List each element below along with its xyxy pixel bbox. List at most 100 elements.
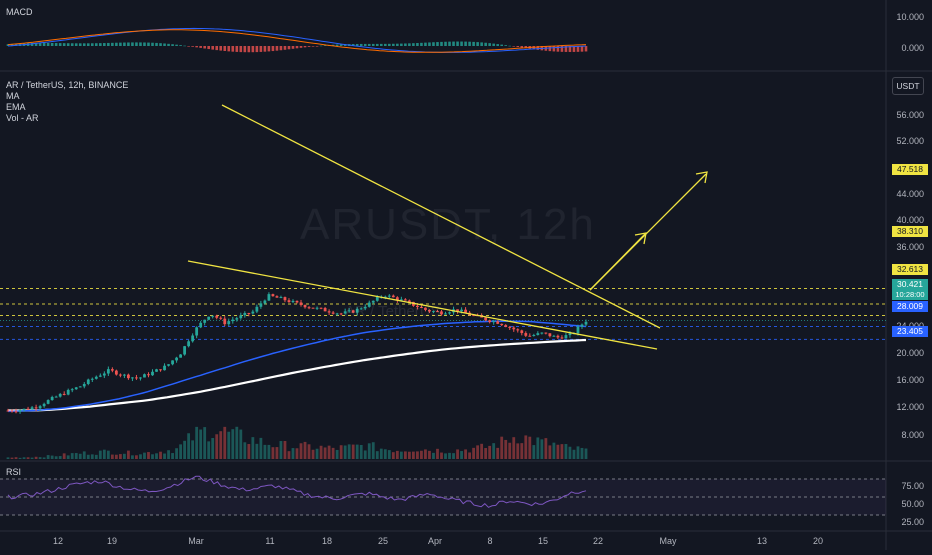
macd-histogram-bar xyxy=(255,46,259,53)
last-price-tag[interactable]: 30.421 xyxy=(892,279,928,290)
trendline-drawings[interactable] xyxy=(187,104,708,350)
macd-histogram-bar xyxy=(199,46,202,48)
candle-body xyxy=(127,374,130,379)
candle-body xyxy=(42,403,46,407)
volume-bar xyxy=(516,443,520,459)
volume-bar xyxy=(203,427,207,459)
macd-histogram-bar xyxy=(516,46,520,47)
candle-body xyxy=(315,307,319,309)
candle-body xyxy=(175,357,178,361)
candle-body xyxy=(351,310,355,313)
price-tick: 8.000 xyxy=(901,430,924,440)
volume-bar xyxy=(62,453,66,459)
candle-body xyxy=(464,309,467,313)
volume-bar xyxy=(440,452,443,459)
candle-body xyxy=(211,315,215,317)
volume-bar xyxy=(351,444,355,459)
volume-bar xyxy=(424,449,427,459)
candle-body xyxy=(54,396,58,398)
legend-ema[interactable]: EMA xyxy=(6,102,26,112)
volume-bar xyxy=(375,451,379,459)
macd-histogram-bar xyxy=(432,42,435,46)
macd-histogram-bar xyxy=(275,46,279,51)
macd-histogram-bar xyxy=(408,43,411,46)
macd-histogram-bar xyxy=(159,43,162,46)
candle-body xyxy=(6,410,10,412)
horizontal-levels[interactable] xyxy=(0,288,886,340)
candle-body xyxy=(143,374,146,378)
price-tick: 56.000 xyxy=(896,110,924,120)
candle-body xyxy=(30,407,34,410)
macd-histogram-bar xyxy=(163,43,166,46)
volume-bar xyxy=(110,454,114,459)
macd-histogram-bar xyxy=(191,46,194,47)
candle-body xyxy=(155,369,158,372)
volume-bar xyxy=(30,457,34,459)
price-tick: 16.000 xyxy=(896,375,924,385)
price-tag-32613[interactable]: 32.613 xyxy=(892,264,928,275)
candle-body xyxy=(179,354,182,358)
symbol-title[interactable]: AR / TetherUS, 12h, BINANCE xyxy=(6,80,129,90)
candle-body xyxy=(259,303,263,307)
time-tick: Mar xyxy=(188,536,204,546)
price-tick: 36.000 xyxy=(896,242,924,252)
macd-histogram-bar xyxy=(508,45,512,47)
volume-bar xyxy=(436,448,439,459)
volume-bar xyxy=(275,447,279,459)
macd-histogram-bar xyxy=(512,46,516,47)
candle-body xyxy=(263,300,267,304)
volume-bar xyxy=(255,443,259,459)
candle-body xyxy=(247,313,251,315)
candle-body xyxy=(528,335,532,337)
legend-volume[interactable]: Vol - AR xyxy=(6,113,39,123)
macd-histogram-bar xyxy=(323,45,327,46)
candle-body xyxy=(496,321,500,324)
macd-histogram-bar xyxy=(476,42,479,46)
macd-histogram-bar xyxy=(54,43,58,46)
volume-bar xyxy=(267,444,271,459)
price-tag-23405[interactable]: 23.405 xyxy=(892,326,928,337)
rsi-label[interactable]: RSI xyxy=(6,467,22,477)
macd-label[interactable]: MACD xyxy=(6,7,33,17)
candle-body xyxy=(74,387,78,390)
time-tick: 22 xyxy=(592,536,604,546)
candle-body xyxy=(255,306,259,312)
currency-button[interactable]: USDT xyxy=(892,77,924,95)
price-tick: 20.000 xyxy=(896,348,924,358)
legend-ma[interactable]: MA xyxy=(6,91,20,101)
volume-bar xyxy=(18,457,22,459)
price-tag-38310[interactable]: 38.310 xyxy=(892,226,928,237)
price-tag-47518[interactable]: 47.518 xyxy=(892,164,928,175)
macd-histogram-bar xyxy=(251,46,255,53)
candle-body xyxy=(26,408,30,410)
candle-body xyxy=(307,307,311,309)
macd-histogram-bar xyxy=(388,43,391,46)
volume-bar xyxy=(395,450,399,459)
candle-body xyxy=(14,411,18,413)
volume-bar xyxy=(544,438,548,459)
candle-body xyxy=(371,300,375,303)
volume-bar xyxy=(235,426,239,459)
macd-histogram-bar xyxy=(315,46,319,47)
volume-bar xyxy=(496,447,500,459)
volume-bar xyxy=(307,444,311,459)
candle-body xyxy=(548,333,552,337)
candle-body xyxy=(147,374,150,376)
volume-bar xyxy=(476,445,480,459)
candle-body xyxy=(335,313,339,315)
macd-histogram-bar xyxy=(62,43,66,46)
price-tag-28009[interactable]: 28.009 xyxy=(892,301,928,312)
macd-histogram-bar xyxy=(560,46,564,52)
candle-body xyxy=(500,323,504,326)
macd-histogram-bar xyxy=(384,43,387,46)
volume-bar xyxy=(484,448,488,459)
macd-histogram-bar xyxy=(500,44,504,46)
macd-histogram-bar xyxy=(552,46,556,52)
candle-body xyxy=(424,307,427,310)
macd-histogram-bar xyxy=(99,43,102,46)
candle-body xyxy=(90,378,94,380)
macd-histogram-bar xyxy=(175,44,178,46)
macd-histogram-bar xyxy=(295,46,299,49)
